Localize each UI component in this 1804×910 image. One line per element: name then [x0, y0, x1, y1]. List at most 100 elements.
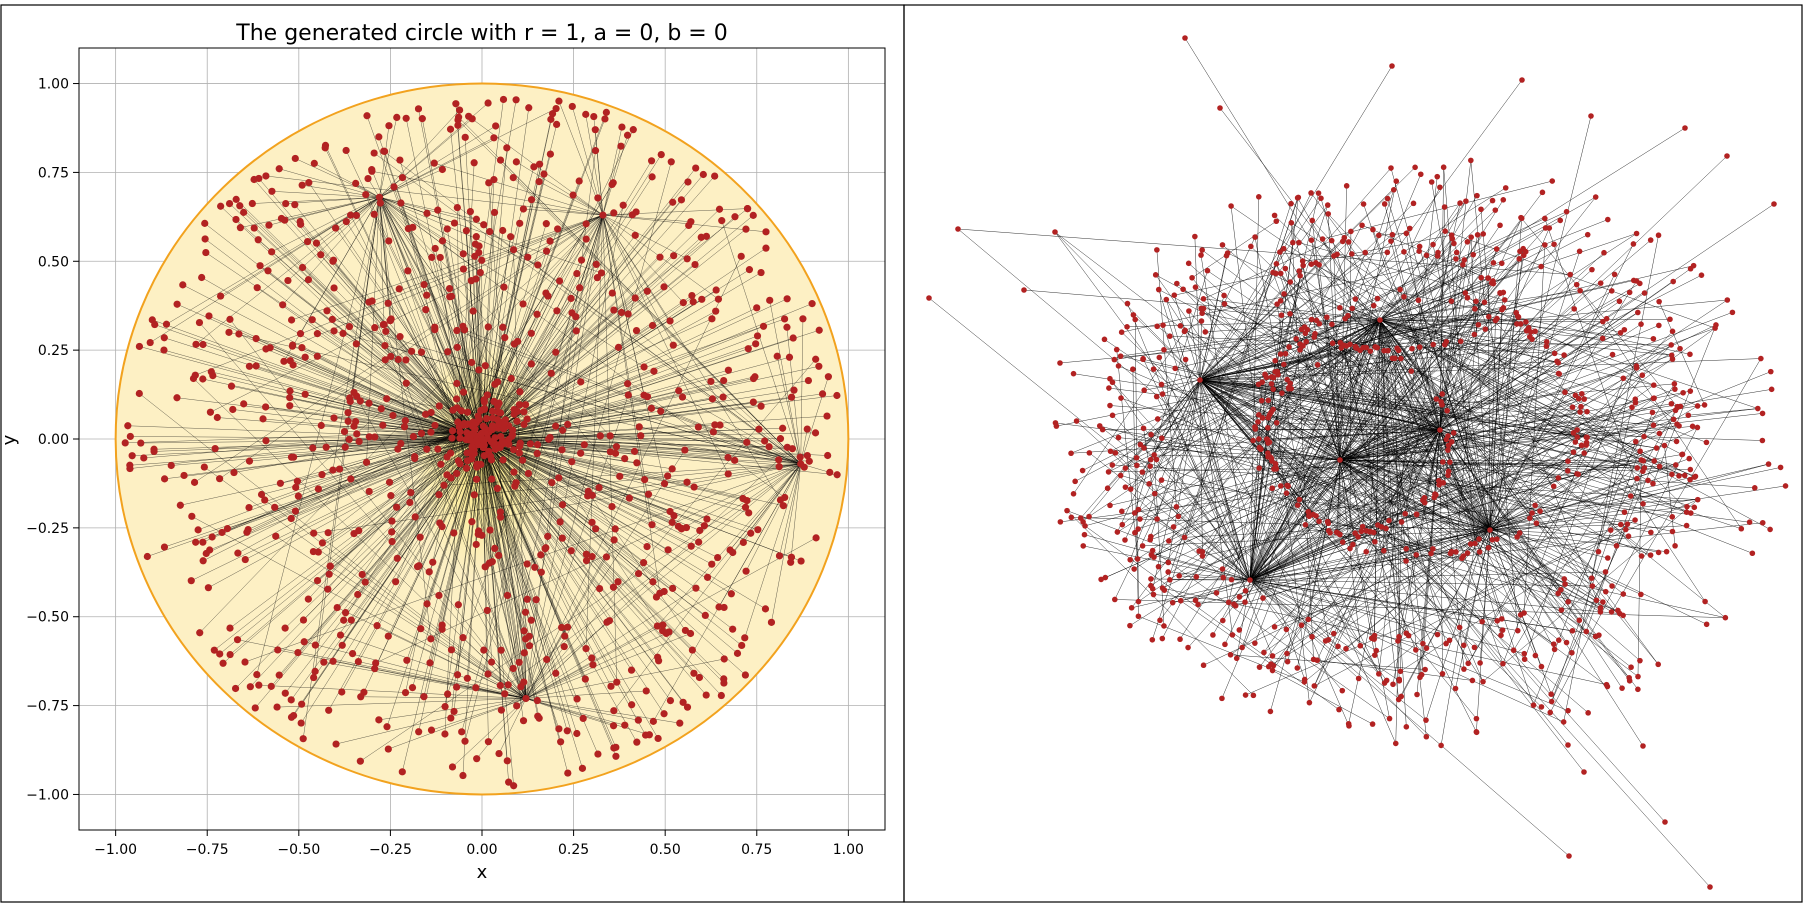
network-edge	[1199, 321, 1202, 381]
network-node	[1221, 301, 1228, 307]
data-point	[487, 658, 496, 666]
data-point	[612, 443, 621, 451]
network-edge	[1291, 222, 1314, 660]
data-point	[443, 471, 451, 479]
network-node	[1296, 268, 1302, 274]
data-point	[459, 388, 468, 396]
edge	[374, 152, 801, 465]
network-node	[1271, 466, 1277, 472]
data-point	[308, 316, 316, 324]
data-point	[558, 501, 567, 509]
network-node	[1551, 646, 1558, 653]
edge	[516, 161, 604, 216]
data-point	[617, 142, 625, 150]
network-node	[1551, 350, 1558, 357]
data-point	[437, 460, 445, 468]
network-node	[1124, 300, 1131, 307]
network-edge	[1163, 349, 1201, 381]
network-node	[1111, 596, 1118, 603]
edge	[297, 438, 483, 482]
network-edge	[1467, 365, 1637, 664]
edge	[367, 178, 380, 198]
network-edge	[957, 228, 1571, 275]
network-node	[1662, 819, 1668, 825]
network-edge	[1199, 379, 1625, 513]
data-point	[724, 366, 733, 374]
network-node	[1449, 235, 1456, 242]
network-node	[1667, 316, 1673, 323]
edge	[481, 438, 586, 680]
network-node	[1256, 465, 1263, 471]
network-node	[1592, 633, 1599, 640]
network-node	[1154, 516, 1160, 522]
network-node	[1308, 190, 1314, 196]
network-edge	[1134, 319, 1139, 602]
data-point	[499, 95, 508, 104]
data-point	[745, 266, 754, 274]
data-point	[379, 320, 388, 329]
network-node	[1287, 279, 1294, 285]
network-node	[1669, 356, 1676, 362]
data-point	[754, 526, 762, 534]
network-node	[1386, 517, 1392, 524]
network-edge	[1379, 319, 1645, 437]
data-point	[365, 487, 373, 496]
data-point	[408, 683, 417, 692]
network-node	[1608, 288, 1615, 294]
network-edge	[1136, 318, 1498, 466]
network-node	[1669, 528, 1676, 535]
network-node	[1146, 481, 1152, 487]
network-node	[1271, 624, 1278, 630]
network-node	[1287, 380, 1294, 387]
network-node	[1383, 525, 1389, 532]
edge	[602, 214, 767, 233]
edge	[525, 698, 625, 726]
network-edge	[1502, 442, 1587, 664]
network-node	[1489, 536, 1496, 543]
network-node	[1223, 252, 1230, 259]
data-point	[245, 362, 254, 370]
network-node	[1456, 624, 1463, 631]
data-point	[523, 560, 531, 568]
network-node	[1105, 469, 1112, 475]
data-point	[703, 573, 712, 581]
data-point	[436, 253, 444, 262]
network-node	[1510, 647, 1517, 654]
data-point	[297, 719, 305, 727]
data-point	[303, 238, 312, 246]
network-edge	[1379, 202, 1461, 321]
network-node	[1499, 627, 1506, 633]
data-point	[505, 778, 513, 786]
data-point	[741, 634, 749, 642]
network-edge	[1513, 383, 1675, 651]
network-node	[1325, 211, 1332, 217]
network-node	[1273, 419, 1280, 426]
edge	[513, 177, 801, 465]
data-point	[720, 376, 728, 385]
data-point	[653, 622, 661, 630]
network-node	[1672, 462, 1679, 468]
network-node	[1309, 633, 1315, 640]
network-node	[1569, 649, 1575, 656]
network-node	[1357, 642, 1364, 649]
data-point	[385, 122, 393, 130]
network-edge	[1205, 319, 1381, 333]
data-point	[448, 763, 457, 771]
data-point	[250, 224, 258, 232]
data-point	[226, 624, 234, 632]
edge	[406, 438, 483, 661]
network-node	[1339, 687, 1346, 694]
network-node	[1220, 617, 1226, 624]
network-edge	[1125, 486, 1224, 578]
network-node	[1476, 549, 1483, 555]
network-node	[1140, 425, 1147, 432]
network-edge	[1249, 308, 1575, 581]
data-point	[688, 291, 696, 300]
edge	[481, 438, 802, 562]
data-point	[342, 146, 350, 155]
network-edge	[1311, 264, 1381, 321]
data-point	[668, 518, 676, 526]
edge	[140, 438, 483, 444]
data-point	[681, 446, 689, 454]
network-node	[1746, 519, 1753, 526]
